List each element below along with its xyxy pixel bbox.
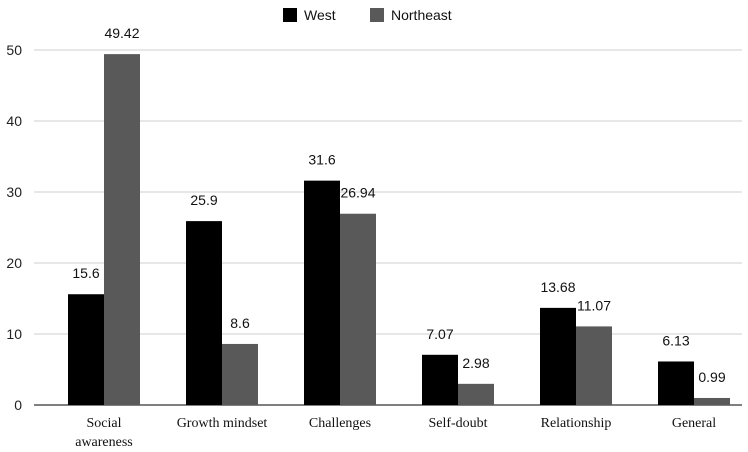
legend-swatch-west — [283, 8, 297, 22]
y-tick-label-0: 0 — [14, 397, 22, 413]
x-category-label-2-0: Challenges — [309, 416, 371, 431]
y-tick-label-10: 10 — [6, 326, 22, 342]
legend-swatch-northeast — [370, 8, 384, 22]
bar-northeast-0 — [104, 54, 140, 405]
bar-west-4 — [540, 307, 576, 405]
bar-west-3 — [422, 354, 458, 405]
x-category-label-5-0: General — [672, 416, 716, 431]
bar-west-2 — [304, 180, 340, 405]
data-label-west-5: 6.13 — [662, 332, 689, 348]
bar-northeast-1 — [222, 343, 258, 405]
data-label-west-4: 13.68 — [540, 279, 575, 295]
x-category-label-3-0: Self-doubt — [428, 416, 487, 431]
y-tick-label-20: 20 — [6, 255, 22, 271]
bar-northeast-5 — [694, 397, 730, 405]
y-tick-label-50: 50 — [6, 42, 22, 58]
bars — [68, 54, 730, 405]
x-category-label-1-0: Growth mindset — [177, 416, 268, 431]
legend-label-west: West — [304, 7, 336, 23]
data-label-west-2: 31.6 — [308, 152, 335, 168]
bar-west-5 — [658, 361, 694, 405]
data-label-west-0: 15.6 — [72, 265, 99, 281]
legend-label-northeast: Northeast — [391, 7, 452, 23]
y-tick-label-30: 30 — [6, 184, 22, 200]
data-label-northeast-1: 8.6 — [230, 315, 250, 331]
legend: West Northeast — [283, 7, 452, 23]
x-axis-categories: Social awareness Growth mindset Challenges S… — [75, 416, 716, 450]
x-category-label-0-1: awareness — [75, 435, 133, 450]
y-tick-label-40: 40 — [6, 113, 22, 129]
bar-northeast-4 — [576, 326, 612, 405]
data-label-west-3: 7.07 — [426, 326, 453, 342]
data-label-northeast-2: 26.94 — [340, 185, 375, 201]
data-label-northeast-0: 49.42 — [104, 25, 139, 41]
data-label-northeast-3: 2.98 — [462, 355, 489, 371]
grid-lines — [34, 49, 742, 406]
data-label-northeast-5: 0.99 — [698, 369, 725, 385]
x-category-label-0-0: Social — [87, 416, 122, 431]
x-category-label-4-0: Relationship — [541, 416, 612, 431]
bar-west-1 — [186, 221, 222, 405]
y-axis-ticks: 0 10 20 30 40 50 — [6, 42, 22, 413]
bar-northeast-3 — [458, 383, 494, 405]
data-label-west-1: 25.9 — [190, 192, 217, 208]
bar-west-0 — [68, 294, 104, 405]
data-labels: 15.6 49.42 25.9 8.6 31.6 26.94 7.07 2.98 13.6811… — [72, 25, 725, 385]
data-label-northeast-4: 11.07 — [577, 297, 611, 313]
bar-northeast-2 — [340, 213, 376, 405]
